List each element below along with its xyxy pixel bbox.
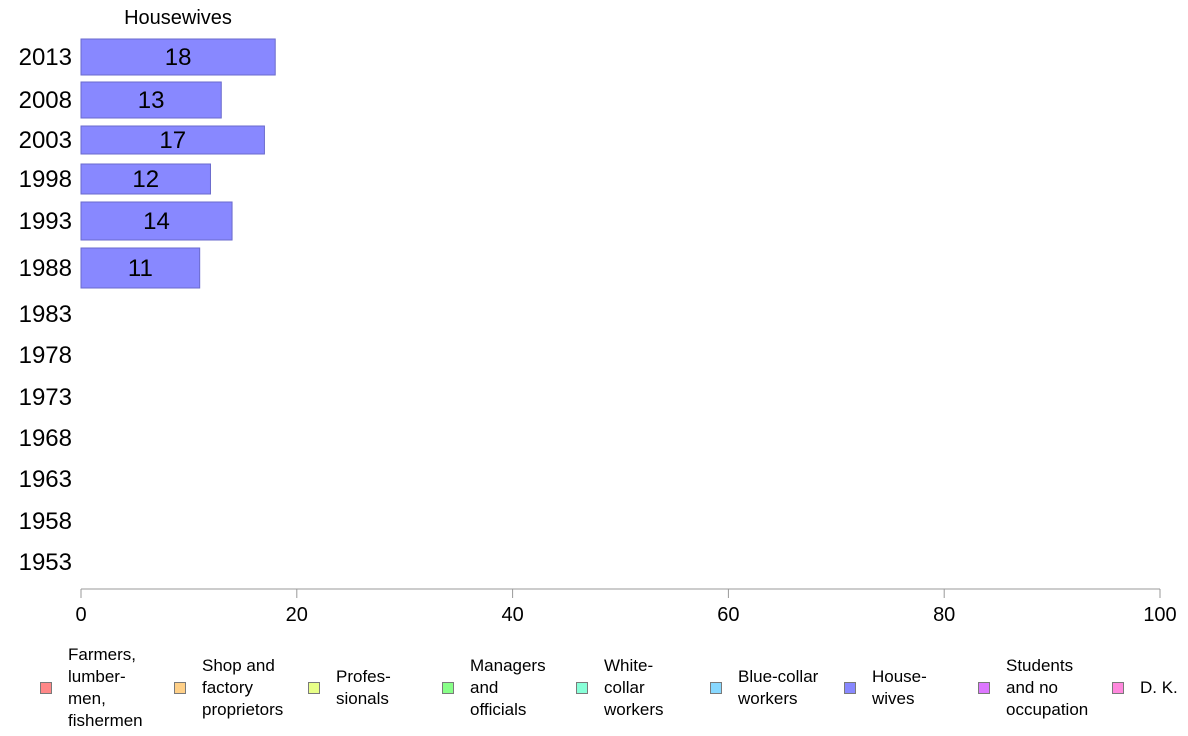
bar-label-1993: 14	[143, 208, 170, 235]
legend-item: Managers and officials	[442, 640, 546, 736]
legend-label: Managers and officials	[470, 656, 546, 719]
bar-label-2008: 13	[138, 87, 165, 114]
y-tick-label-1958: 1958	[19, 508, 72, 535]
legend-item: White- collar workers	[576, 640, 664, 736]
bar-label-1988: 11	[128, 255, 153, 282]
bar-label-2013: 18	[165, 44, 192, 71]
y-tick-label-1953: 1953	[19, 549, 72, 576]
legend-label: Students and no occupation	[1006, 656, 1089, 719]
legend: Farmers, lumber- men, fishermen Shop and …	[0, 640, 1188, 736]
bar-2003	[80, 125, 265, 155]
legend-item: Blue-collar workers	[710, 640, 818, 736]
y-tick-label-1983: 1983	[19, 301, 72, 328]
x-tick-label-40: 40	[501, 604, 523, 626]
x-tick-label-0: 0	[75, 604, 86, 626]
y-tick-label-1998: 1998	[19, 166, 72, 193]
y-tick-label-1988: 1988	[19, 255, 72, 282]
y-tick-label-1978: 1978	[19, 342, 72, 369]
y-tick-label-1993: 1993	[19, 208, 72, 235]
legend-swatch	[442, 682, 454, 694]
legend-label: Farmers, lumber- men, fishermen	[68, 645, 143, 730]
x-tick-label-60: 60	[717, 604, 739, 626]
legend-label: House- wives	[872, 667, 927, 708]
x-tick-label-20: 20	[286, 604, 308, 626]
legend-item: House- wives	[844, 640, 927, 736]
y-tick-label-1968: 1968	[19, 425, 72, 452]
bar-2008	[80, 81, 222, 119]
legend-swatch	[40, 682, 52, 694]
legend-item: Shop and factory proprietors	[174, 640, 283, 736]
bar-1993	[80, 201, 233, 241]
legend-item: Profes- sionals	[308, 640, 391, 736]
legend-swatch	[710, 682, 722, 694]
legend-swatch	[576, 682, 588, 694]
y-tick-label-2008: 2008	[19, 87, 72, 114]
y-tick-label-2013: 2013	[19, 44, 72, 71]
panel-title: Housewives	[124, 7, 232, 29]
bar-label-1998: 12	[132, 166, 159, 193]
legend-label: D. K.	[1140, 678, 1178, 697]
legend-item: Farmers, lumber- men, fishermen	[40, 640, 143, 736]
bar-label-2003: 17	[159, 127, 186, 154]
x-tick-label-80: 80	[933, 604, 955, 626]
bar-1988	[80, 247, 201, 289]
legend-swatch	[844, 682, 856, 694]
legend-label: White- collar workers	[604, 656, 664, 719]
legend-swatch	[978, 682, 990, 694]
x-axis: 0 20 40 60 80 100	[75, 588, 1177, 626]
y-tick-label-2003: 2003	[19, 127, 72, 154]
y-axis-labels: 2013 2008 2003 1998 1993 1988 1983 1978 1973 1968…	[19, 44, 72, 576]
y-tick-label-1973: 1973	[19, 384, 72, 411]
legend-swatch	[308, 682, 320, 694]
legend-swatch	[174, 682, 186, 694]
legend-item: D. K.	[1112, 640, 1178, 736]
legend-label: Blue-collar workers	[738, 667, 819, 708]
legend-label: Profes- sionals	[336, 667, 391, 708]
x-tick-label-100: 100	[1143, 604, 1176, 626]
legend-item: Students and no occupation	[978, 640, 1088, 736]
bar-1998	[80, 163, 211, 195]
legend-label: Shop and factory proprietors	[202, 656, 284, 719]
y-tick-label-1963: 1963	[19, 466, 72, 493]
legend-swatch	[1112, 682, 1124, 694]
bar-2013	[80, 38, 276, 76]
